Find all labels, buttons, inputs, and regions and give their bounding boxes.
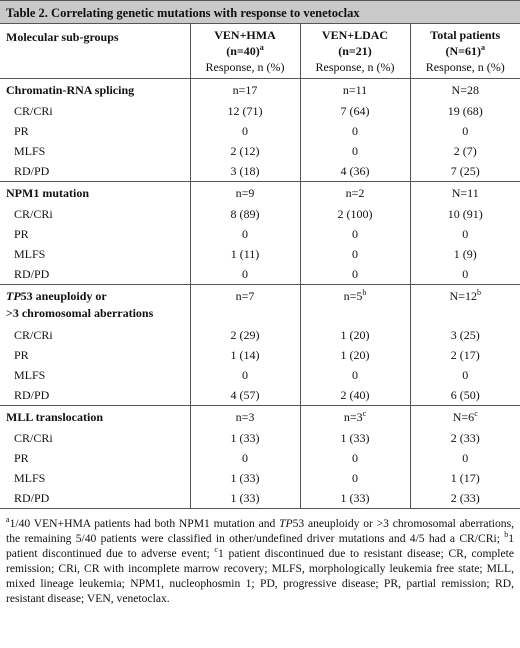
table-row: PR 0 0 0	[0, 121, 520, 141]
table-row: RD/PD 4 (57) 2 (40) 6 (50)	[0, 385, 520, 406]
group-label: NPM1 mutation	[0, 181, 190, 204]
table-row: RD/PD 3 (18) 4 (36) 7 (25)	[0, 161, 520, 182]
header-total-patients: Total patients (N=61)a Response, n (%)	[409, 24, 520, 79]
table-row: RD/PD 0 0 0	[0, 264, 520, 285]
group-n-total: N=28	[409, 78, 520, 101]
table-row: PR 0 0 0	[0, 448, 520, 468]
group-n-total: N=11	[409, 181, 520, 204]
group-row-tp53: TP53 aneuploidy or >3 chromosomal aberrat…	[0, 284, 520, 325]
table-row: MLFS 1 (11) 0 1 (9)	[0, 244, 520, 264]
group-n-total: N=6c	[409, 405, 520, 428]
table-row: CR/CRi 8 (89) 2 (100) 10 (91)	[0, 204, 520, 224]
group-row-npm1: NPM1 mutation n=9 n=2 N=11	[0, 181, 520, 204]
group-row-chromatin: Chromatin-RNA splicing n=17 n=11 N=28	[0, 78, 520, 101]
table-row: RD/PD 1 (33) 1 (33) 2 (33)	[0, 488, 520, 509]
group-n-ven-hma: n=9	[189, 181, 300, 204]
group-n-ven-hma: n=3	[189, 405, 300, 428]
results-table: Molecular sub-groups VEN+HMA (n=40)a Res…	[0, 24, 520, 509]
table-row: CR/CRi 12 (71) 7 (64) 19 (68)	[0, 101, 520, 121]
table-footnote: a1/40 VEN+HMA patients had both NPM1 mut…	[6, 515, 514, 605]
table-row: PR 0 0 0	[0, 224, 520, 244]
group-label: MLL translocation	[0, 405, 190, 428]
table-title: Table 2. Correlating genetic mutations w…	[0, 0, 520, 24]
group-n-ven-hma: n=7	[189, 284, 300, 325]
table-row: CR/CRi 2 (29) 1 (20) 3 (25)	[0, 325, 520, 345]
group-row-mll: MLL translocation n=3 n=3c N=6c	[0, 405, 520, 428]
group-n-total: N=12b	[409, 284, 520, 325]
table-header-row: Molecular sub-groups VEN+HMA (n=40)a Res…	[0, 24, 520, 79]
header-ven-hma: VEN+HMA (n=40)a Response, n (%)	[189, 24, 300, 79]
table-row: PR 1 (14) 1 (20) 2 (17)	[0, 345, 520, 365]
header-ven-ldac: VEN+LDAC (n=21) Response, n (%)	[299, 24, 410, 79]
group-n-ven-ldac: n=11	[299, 78, 410, 101]
group-label: TP53 aneuploidy or >3 chromosomal aberrat…	[0, 284, 190, 325]
header-molecular-subgroups: Molecular sub-groups	[0, 24, 190, 79]
table-row: MLFS 2 (12) 0 2 (7)	[0, 141, 520, 161]
group-n-ven-ldac: n=3c	[299, 405, 410, 428]
table-row: MLFS 1 (33) 0 1 (17)	[0, 468, 520, 488]
group-n-ven-hma: n=17	[189, 78, 300, 101]
group-n-ven-ldac: n=2	[299, 181, 410, 204]
table-row: CR/CRi 1 (33) 1 (33) 2 (33)	[0, 428, 520, 448]
group-label: Chromatin-RNA splicing	[0, 78, 190, 101]
table-row: MLFS 0 0 0	[0, 365, 520, 385]
group-n-ven-ldac: n=5b	[299, 284, 410, 325]
